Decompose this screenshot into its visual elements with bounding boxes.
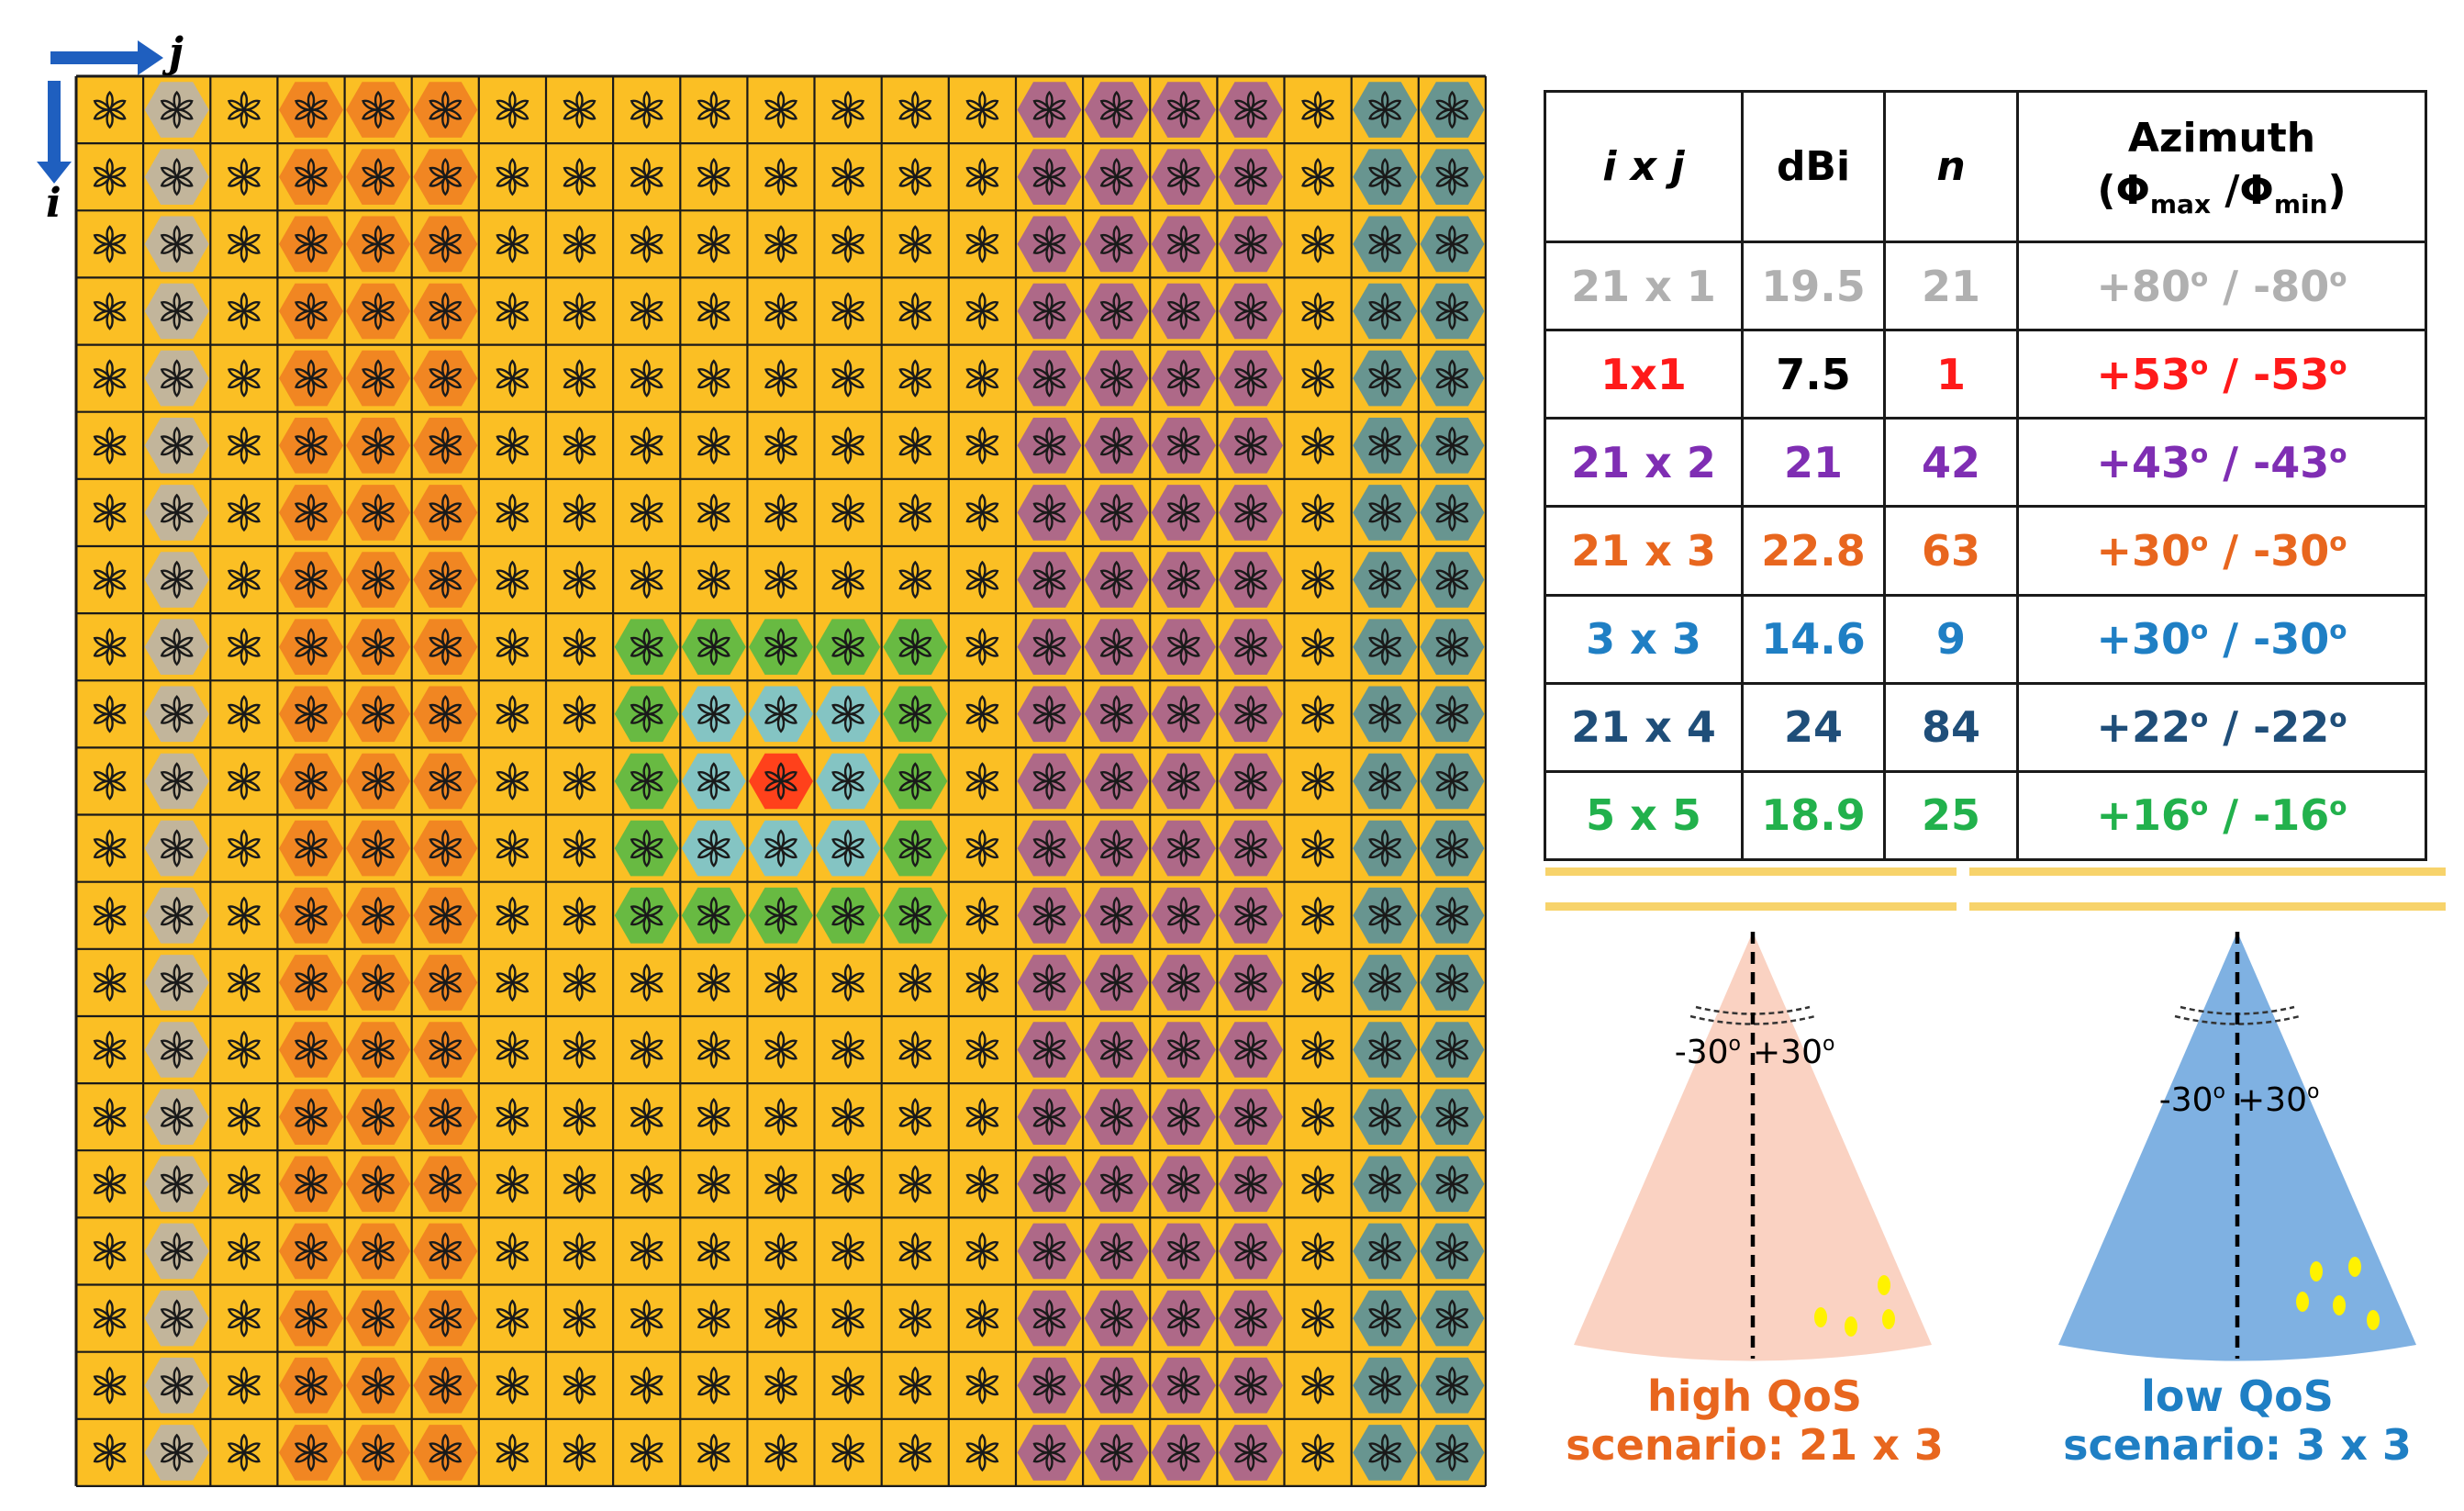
- specs-table-body: 21 x 1 19.5 21 +80o / -80o 1x1 7.5 1 +53o / -53…: [1544, 240, 2427, 862]
- header-azimuth: Azimuth (Φmax /Φmin): [2016, 90, 2427, 243]
- scenario-low-angle-right: +30o: [2237, 1080, 2319, 1119]
- table-row: 5 x 5 18.9 25 +16o / -16o: [1544, 769, 2427, 862]
- table-row: 1x1 7.5 1 +53o / -53o: [1544, 329, 2427, 420]
- beam-scenarios: -30o +30o -30o +30o: [1545, 867, 2446, 1361]
- axis-i-arrow: [37, 81, 72, 184]
- scenario-high-caption: high QoS scenario: 21 x 3: [1562, 1372, 1947, 1470]
- header-ixj: i x j: [1544, 90, 1744, 243]
- cell-dbi: 19.5: [1741, 240, 1886, 332]
- header-azimuth-title: Azimuth: [2127, 114, 2316, 162]
- table-row: 21 x 4 24 84 +22o / -22o: [1544, 681, 2427, 773]
- scenario-low-caption-line1: low QoS: [2141, 1371, 2334, 1421]
- scenario-high-caption-line2: scenario: 21 x 3: [1566, 1419, 1944, 1470]
- cell-n: 25: [1883, 769, 2019, 862]
- cell-n: 9: [1883, 593, 2019, 685]
- user-dots: [1814, 1275, 1895, 1337]
- cell-n: 21: [1883, 240, 2019, 332]
- cell-ixj: 21 x 1: [1544, 240, 1744, 332]
- scenario-high-angle-left: -30o: [1675, 1033, 1741, 1071]
- cell-ixj: 1x1: [1544, 329, 1744, 420]
- table-row: 3 x 3 14.6 9 +30o / -30o: [1544, 593, 2427, 685]
- cell-azimuth: +53o / -53o: [2016, 329, 2427, 420]
- scenario-low-qos-cone: [2058, 932, 2416, 1361]
- table-row: 21 x 2 21 42 +43o / -43o: [1544, 417, 2427, 509]
- scenario-high-caption-line1: high QoS: [1646, 1371, 1863, 1421]
- table-row: 21 x 1 19.5 21 +80o / -80o: [1544, 240, 2427, 332]
- grid-lines: [74, 74, 1488, 1488]
- cell-ixj: 21 x 3: [1544, 505, 1744, 597]
- cell-azimuth: +80o / -80o: [2016, 240, 2427, 332]
- cell-azimuth: +43o / -43o: [2016, 417, 2427, 509]
- cell-dbi: 21: [1741, 417, 1886, 509]
- scenario-high-qos-cone: [1574, 932, 1932, 1361]
- scenario-low-caption-line2: scenario: 3 x 3: [2063, 1419, 2412, 1470]
- cell-dbi: 14.6: [1741, 593, 1886, 685]
- axis-j-label: j: [162, 29, 184, 76]
- axis-i-label: i: [46, 180, 61, 227]
- scenario-high-angle-right: +30o: [1753, 1033, 1834, 1071]
- header-n: n: [1883, 90, 2019, 243]
- cell-azimuth: +22o / -22o: [2016, 681, 2427, 773]
- header-dbi: dBi: [1741, 90, 1886, 243]
- cell-dbi: 7.5: [1741, 329, 1886, 420]
- cell-ixj: 3 x 3: [1544, 593, 1744, 685]
- cell-azimuth: +30o / -30o: [2016, 505, 2427, 597]
- cell-n: 42: [1883, 417, 2019, 509]
- separator-lines: [1545, 867, 2446, 911]
- scenario-low-angle-left: -30o: [2159, 1080, 2225, 1119]
- cell-dbi: 18.9: [1741, 769, 1886, 862]
- cell-dbi: 24: [1741, 681, 1886, 773]
- cell-ixj: 21 x 2: [1544, 417, 1744, 509]
- cell-n: 63: [1883, 505, 2019, 597]
- cell-dbi: 22.8: [1741, 505, 1886, 597]
- cell-n: 1: [1883, 329, 2019, 420]
- cell-ixj: 21 x 4: [1544, 681, 1744, 773]
- axis-j-arrow: [50, 40, 163, 75]
- cell-n: 84: [1883, 681, 2019, 773]
- cell-ixj: 5 x 5: [1544, 769, 1744, 862]
- header-azimuth-sub: (Φmax /Φmin): [2097, 167, 2347, 219]
- cell-azimuth: +30o / -30o: [2016, 593, 2427, 685]
- cell-azimuth: +16o / -16o: [2016, 769, 2427, 862]
- user-dots: [2296, 1257, 2380, 1330]
- antenna-array-grid: j i: [37, 29, 1488, 1488]
- scenario-low-caption: low QoS scenario: 3 x 3: [2045, 1372, 2430, 1470]
- table-row: 21 x 3 22.8 63 +30o / -30o: [1544, 505, 2427, 597]
